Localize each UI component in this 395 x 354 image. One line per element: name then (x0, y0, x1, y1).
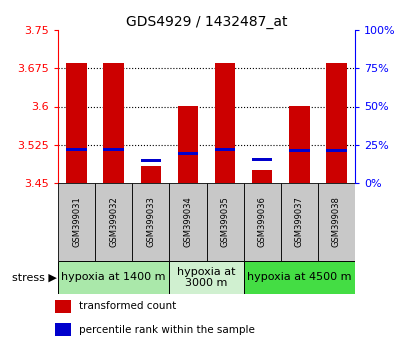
Text: GSM399031: GSM399031 (72, 196, 81, 247)
Bar (58, 183, 95, 261)
Bar (95, 183, 132, 261)
Bar (58, 261, 169, 294)
Text: GSM399035: GSM399035 (220, 196, 229, 247)
Bar (103, 148, 124, 152)
Text: hypoxia at
3000 m: hypoxia at 3000 m (177, 267, 236, 288)
Bar (178, 152, 198, 155)
Title: GDS4929 / 1432487_at: GDS4929 / 1432487_at (126, 15, 287, 29)
Bar (55, 300, 71, 313)
Bar (169, 261, 244, 294)
Bar (326, 149, 347, 153)
Bar (178, 107, 198, 183)
Bar (66, 63, 87, 183)
Bar (207, 183, 244, 261)
Bar (244, 183, 281, 261)
Text: GSM399036: GSM399036 (258, 196, 267, 247)
Bar (132, 183, 169, 261)
Text: percentile rank within the sample: percentile rank within the sample (79, 325, 255, 335)
Bar (169, 183, 207, 261)
Text: hypoxia at 4500 m: hypoxia at 4500 m (247, 273, 352, 282)
Text: hypoxia at 1400 m: hypoxia at 1400 m (62, 273, 166, 282)
Bar (244, 261, 355, 294)
Bar (55, 323, 71, 336)
Bar (318, 183, 355, 261)
Text: stress ▶: stress ▶ (12, 273, 57, 282)
Bar (141, 159, 161, 161)
Bar (289, 149, 310, 153)
Bar (252, 158, 273, 161)
Bar (103, 63, 124, 183)
Text: GSM399032: GSM399032 (109, 196, 118, 247)
Text: transformed count: transformed count (79, 302, 176, 312)
Bar (326, 63, 347, 183)
Text: GSM399037: GSM399037 (295, 196, 304, 247)
Text: GSM399034: GSM399034 (183, 196, 192, 247)
Bar (66, 148, 87, 152)
Bar (215, 63, 235, 183)
Bar (252, 170, 273, 183)
Bar (141, 166, 161, 183)
Bar (289, 107, 310, 183)
Text: GSM399038: GSM399038 (332, 196, 341, 247)
Bar (215, 148, 235, 152)
Text: GSM399033: GSM399033 (146, 196, 155, 247)
Bar (281, 183, 318, 261)
